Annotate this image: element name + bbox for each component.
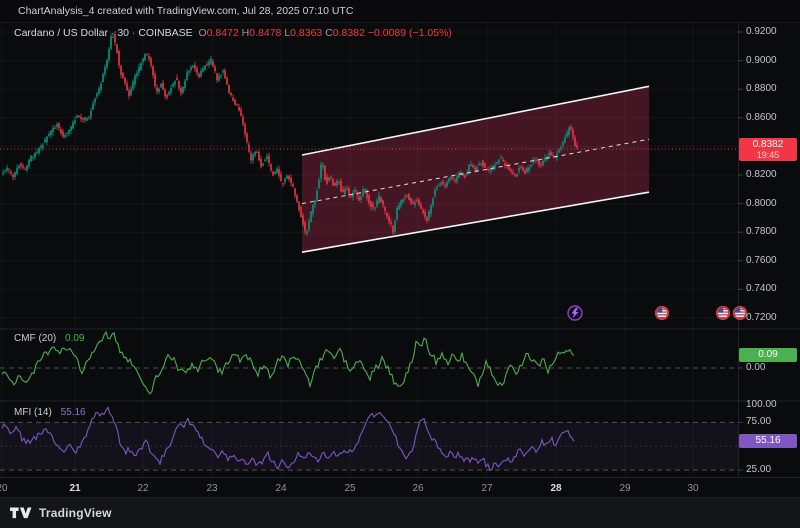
candlestick-series bbox=[2, 31, 578, 237]
tradingview-logo[interactable]: TradingView bbox=[10, 506, 112, 520]
last-price-value: 0.8382 bbox=[752, 139, 784, 150]
tradingview-logo-text: TradingView bbox=[39, 506, 112, 520]
last-price-badge: 0.8382 19:45 bbox=[739, 138, 797, 161]
price-tick-label: 0.8600 bbox=[746, 112, 777, 123]
snapshot-title: ChartAnalysis_4 created with TradingView… bbox=[18, 5, 354, 17]
cmf-line bbox=[1, 330, 575, 395]
cmf-value: 0.09 bbox=[65, 333, 85, 344]
mfi-value-badge: 55.16 bbox=[739, 434, 797, 448]
open-value: 0.8472 bbox=[206, 27, 239, 39]
price-tick-label: 0.9000 bbox=[746, 55, 777, 66]
high-letter: H bbox=[241, 27, 250, 39]
low-value: 0.8363 bbox=[290, 27, 323, 39]
cmf-name[interactable]: CMF (20) bbox=[14, 333, 57, 344]
cmf-value-badge: 0.09 bbox=[739, 348, 797, 362]
us-flag-event-icon[interactable] bbox=[654, 305, 670, 321]
mfi-75-label: 75.00 bbox=[746, 416, 772, 427]
high-value: 0.8478 bbox=[249, 27, 282, 39]
time-axis-label: 28 bbox=[550, 483, 562, 494]
tradingview-logo-icon bbox=[10, 507, 32, 519]
bar-countdown: 19:45 bbox=[756, 150, 780, 160]
price-tick-label: 0.7200 bbox=[746, 312, 777, 323]
us-flag-event-icon[interactable] bbox=[715, 305, 731, 321]
open-letter: O bbox=[198, 27, 207, 39]
close-value: 0.8382 bbox=[332, 27, 365, 39]
flash-event-icon[interactable] bbox=[567, 305, 583, 321]
price-tick-label: 0.8200 bbox=[746, 169, 777, 180]
time-axis[interactable]: 20 21 22 23 24 25 26 27 28 29 30 bbox=[0, 478, 738, 497]
price-tick-label: 0.7800 bbox=[746, 226, 777, 237]
low-letter: L bbox=[284, 27, 291, 39]
price-tick-label: 0.8000 bbox=[746, 198, 777, 209]
mfi-name[interactable]: MFI (14) bbox=[14, 407, 52, 418]
chart-plot-area[interactable] bbox=[0, 22, 800, 478]
title-bar: ChartAnalysis_4 created with TradingView… bbox=[0, 0, 800, 23]
price-tick-label: 0.9200 bbox=[746, 26, 777, 37]
exchange-label: COINBASE bbox=[138, 27, 193, 39]
mfi-value: 55.16 bbox=[60, 407, 86, 418]
legend-separator: · bbox=[110, 27, 115, 39]
time-axis-label: 26 bbox=[412, 483, 424, 494]
change-value: −0.0089 (−1.05%) bbox=[367, 27, 452, 39]
price-tick-label: 0.7600 bbox=[746, 255, 777, 266]
symbol-name[interactable]: Cardano / US Dollar bbox=[14, 27, 108, 39]
price-tick-label: 0.8800 bbox=[746, 83, 777, 94]
symbol-legend[interactable]: Cardano / US Dollar · 30 · COINBASE O0.8… bbox=[14, 27, 452, 39]
mfi-100-label: 100.00 bbox=[746, 399, 777, 410]
mfi-legend[interactable]: MFI (14) 55.16 bbox=[14, 407, 86, 418]
time-axis-label: 22 bbox=[137, 483, 149, 494]
cmf-zero-label: 0.00 bbox=[746, 362, 766, 373]
cmf-legend[interactable]: CMF (20) 0.09 bbox=[14, 333, 84, 344]
us-flag-event-icon[interactable] bbox=[732, 305, 748, 321]
footer-bar: TradingView bbox=[0, 497, 800, 528]
interval-label[interactable]: 30 bbox=[117, 27, 129, 39]
time-axis-label: 25 bbox=[344, 483, 356, 494]
time-axis-label: 24 bbox=[275, 483, 287, 494]
mfi-line bbox=[1, 406, 575, 472]
time-axis-label: 29 bbox=[619, 483, 631, 494]
time-axis-label: 21 bbox=[69, 483, 81, 494]
time-axis-label: 20 bbox=[0, 483, 8, 494]
time-axis-label: 27 bbox=[481, 483, 493, 494]
legend-separator: · bbox=[131, 27, 136, 39]
close-letter: C bbox=[325, 27, 333, 39]
price-tick-label: 0.7400 bbox=[746, 283, 777, 294]
mfi-25-label: 25.00 bbox=[746, 464, 772, 475]
time-axis-label: 30 bbox=[687, 483, 699, 494]
time-axis-label: 23 bbox=[206, 483, 218, 494]
